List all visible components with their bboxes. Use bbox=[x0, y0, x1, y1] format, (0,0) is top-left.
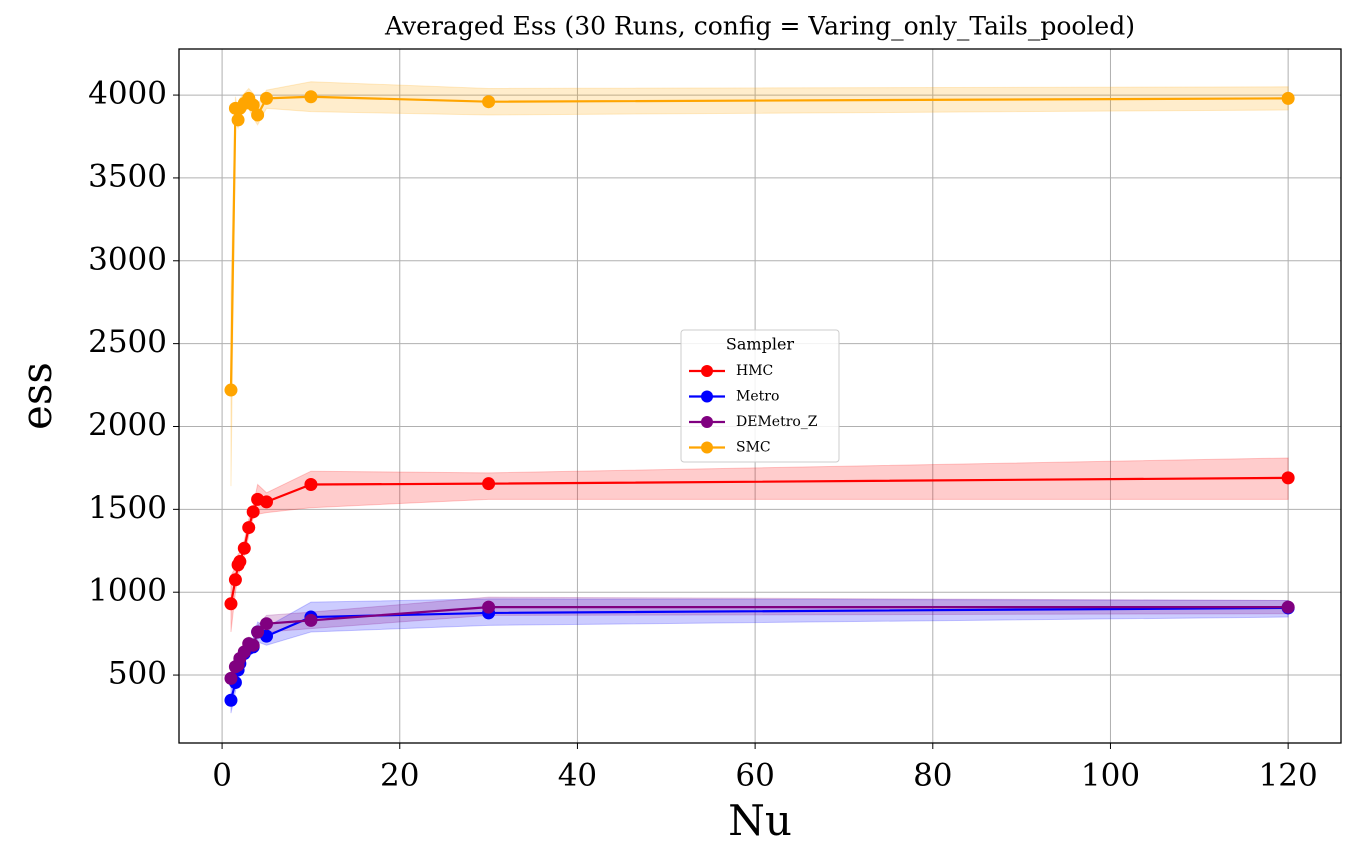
data-point bbox=[242, 521, 256, 535]
legend-marker bbox=[701, 390, 713, 403]
x-tick-label: 0 bbox=[212, 758, 232, 794]
data-point bbox=[482, 600, 496, 614]
data-point bbox=[224, 671, 238, 685]
data-point bbox=[237, 541, 251, 555]
y-tick-label: 3500 bbox=[88, 158, 167, 194]
data-point bbox=[224, 383, 238, 397]
data-point bbox=[224, 597, 238, 611]
y-tick-label: 2000 bbox=[88, 407, 167, 443]
x-tick-label: 120 bbox=[1259, 758, 1318, 794]
data-point bbox=[246, 98, 260, 112]
legend-marker bbox=[701, 441, 713, 454]
legend-title: Sampler bbox=[726, 335, 795, 354]
legend-label: Metro bbox=[736, 389, 779, 405]
legend-label: HMC bbox=[736, 363, 773, 379]
data-point bbox=[246, 638, 260, 652]
x-axis-label: Nu bbox=[728, 796, 792, 845]
data-point bbox=[260, 617, 274, 631]
data-point bbox=[304, 90, 318, 104]
y-tick-label: 1000 bbox=[88, 573, 167, 609]
y-axis-label: ess bbox=[12, 362, 61, 430]
data-point bbox=[231, 113, 245, 127]
data-point bbox=[224, 693, 238, 707]
data-point bbox=[1281, 600, 1295, 614]
legend-marker bbox=[701, 416, 713, 428]
x-tick-label: 60 bbox=[735, 758, 774, 794]
data-point bbox=[304, 613, 318, 627]
data-point bbox=[260, 495, 274, 509]
x-tick-label: 40 bbox=[558, 758, 597, 794]
data-point bbox=[246, 505, 260, 519]
y-tick-label: 2500 bbox=[88, 324, 167, 360]
data-point bbox=[251, 625, 265, 639]
chart-title: Averaged Ess (30 Runs, config = Varing_o… bbox=[384, 12, 1135, 41]
data-point bbox=[482, 477, 496, 491]
legend-box bbox=[680, 329, 840, 463]
data-point bbox=[1281, 471, 1295, 485]
x-tick-label: 100 bbox=[1081, 758, 1140, 794]
y-tick-label: 3000 bbox=[88, 241, 167, 277]
data-point bbox=[251, 108, 265, 122]
x-tick-label: 20 bbox=[380, 758, 419, 794]
x-tick-label: 80 bbox=[913, 758, 952, 794]
data-point bbox=[304, 477, 318, 491]
y-tick-label: 4000 bbox=[88, 76, 167, 112]
data-point bbox=[228, 573, 242, 587]
data-point bbox=[260, 91, 274, 105]
legend-label: DEMetro_Z bbox=[736, 414, 818, 430]
y-tick-label: 500 bbox=[108, 656, 167, 692]
plot-area bbox=[224, 81, 1295, 714]
data-point bbox=[1281, 91, 1295, 105]
plot-frame bbox=[178, 48, 1342, 744]
data-point bbox=[482, 95, 496, 109]
data-point bbox=[233, 555, 247, 569]
legend-label: SMC bbox=[736, 440, 771, 456]
y-tick-label: 1500 bbox=[88, 490, 167, 526]
legend-marker bbox=[701, 365, 713, 377]
